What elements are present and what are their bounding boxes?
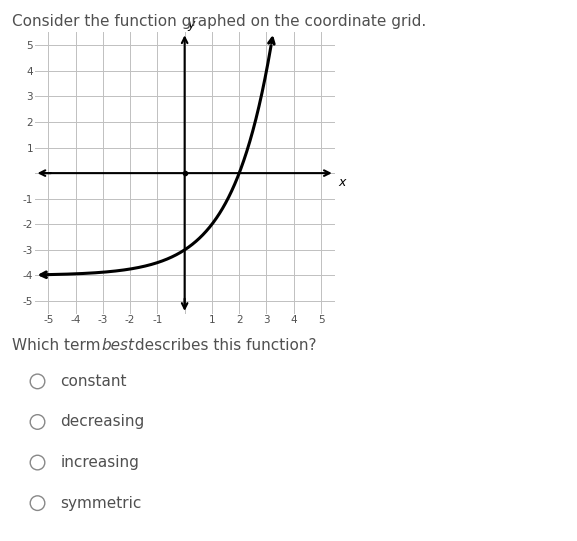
- Text: x: x: [339, 176, 346, 189]
- Text: Which term: Which term: [12, 338, 105, 353]
- Text: symmetric: symmetric: [61, 496, 142, 511]
- Text: best: best: [101, 338, 134, 353]
- Text: decreasing: decreasing: [61, 414, 145, 430]
- Text: increasing: increasing: [61, 455, 140, 470]
- Text: constant: constant: [61, 374, 127, 389]
- Text: Consider the function graphed on the coordinate grid.: Consider the function graphed on the coo…: [12, 14, 426, 29]
- Text: describes this function?: describes this function?: [130, 338, 316, 353]
- Text: y: y: [188, 18, 195, 31]
